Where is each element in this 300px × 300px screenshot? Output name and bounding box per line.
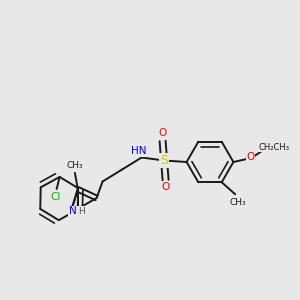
Text: Cl: Cl: [50, 192, 60, 202]
Text: S: S: [160, 154, 168, 167]
Text: O: O: [161, 182, 170, 193]
Text: CH₃: CH₃: [67, 161, 83, 170]
Text: HN: HN: [131, 146, 147, 156]
Text: N: N: [69, 206, 77, 216]
Text: O: O: [246, 152, 255, 163]
Text: CH₃: CH₃: [229, 198, 246, 207]
Text: H: H: [78, 207, 85, 216]
Text: O: O: [158, 128, 167, 139]
Text: CH₂CH₃: CH₂CH₃: [258, 142, 290, 152]
